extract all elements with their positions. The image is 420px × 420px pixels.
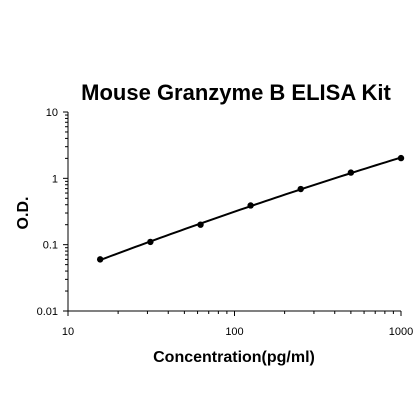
y-tick-label: 0.1 [43,240,58,252]
data-point [247,202,254,209]
data-point [347,169,355,176]
fit-curve [99,156,402,261]
y-tick-label: 10 [46,107,58,119]
x-tick-label: 100 [225,326,243,338]
y-axis-label: O.D. [15,197,32,230]
data-point [297,185,304,193]
chart-title: Mouse Granzyme B ELISA Kit [81,80,391,105]
data-point [96,256,104,263]
x-tick-label: 1000 [389,326,413,338]
data-point [397,154,405,162]
fit-curve-group [99,156,402,261]
data-point [197,221,204,228]
y-tick-label: 0.01 [37,306,58,318]
data-point [147,238,154,246]
x-axis-label: Concentration(pg/ml) [153,349,315,366]
data-points [96,154,405,263]
x-tick-label: 10 [62,326,74,338]
y-tick-label: 1 [52,173,58,185]
axis-ticks: 0.01 0.1 1 10 10 100 1000 [37,107,414,338]
